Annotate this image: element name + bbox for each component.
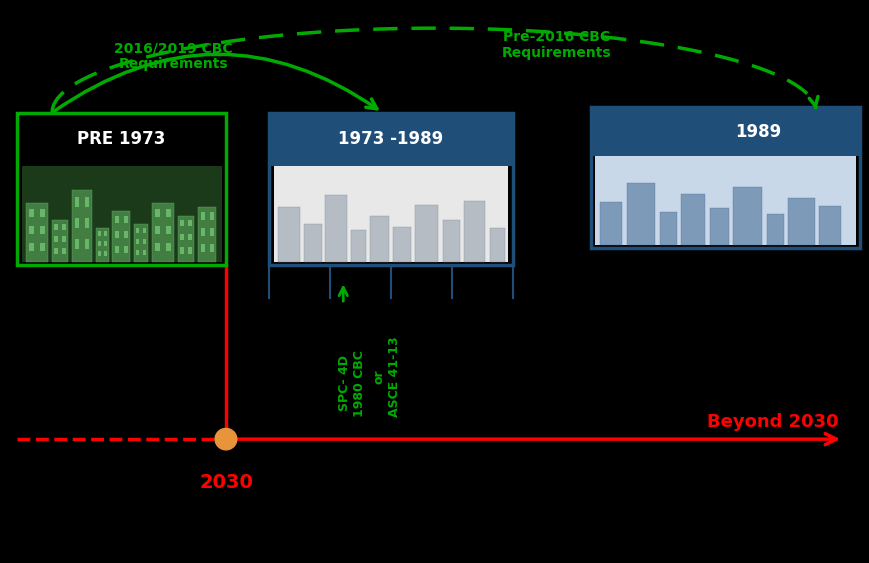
FancyBboxPatch shape	[75, 239, 79, 249]
FancyBboxPatch shape	[351, 230, 366, 262]
FancyBboxPatch shape	[136, 250, 139, 255]
FancyBboxPatch shape	[71, 190, 92, 262]
FancyBboxPatch shape	[63, 248, 66, 254]
FancyBboxPatch shape	[55, 248, 58, 254]
FancyBboxPatch shape	[98, 251, 101, 256]
FancyBboxPatch shape	[209, 244, 214, 252]
FancyBboxPatch shape	[627, 182, 655, 245]
FancyBboxPatch shape	[143, 239, 147, 244]
FancyBboxPatch shape	[819, 206, 841, 245]
FancyBboxPatch shape	[269, 113, 513, 166]
FancyBboxPatch shape	[166, 243, 171, 252]
FancyBboxPatch shape	[143, 227, 147, 233]
FancyBboxPatch shape	[96, 228, 109, 262]
FancyBboxPatch shape	[85, 197, 90, 207]
FancyBboxPatch shape	[189, 220, 192, 226]
FancyBboxPatch shape	[63, 224, 66, 230]
FancyBboxPatch shape	[209, 229, 214, 236]
FancyBboxPatch shape	[104, 241, 107, 246]
Text: 2016/2019 CBC
Requirements: 2016/2019 CBC Requirements	[115, 41, 233, 72]
FancyBboxPatch shape	[115, 246, 119, 253]
Ellipse shape	[216, 428, 236, 450]
FancyBboxPatch shape	[197, 207, 216, 262]
FancyBboxPatch shape	[181, 234, 184, 240]
FancyBboxPatch shape	[40, 226, 45, 234]
FancyBboxPatch shape	[325, 195, 347, 262]
FancyBboxPatch shape	[85, 239, 90, 249]
FancyBboxPatch shape	[26, 203, 48, 262]
FancyBboxPatch shape	[278, 207, 300, 262]
FancyBboxPatch shape	[55, 224, 58, 230]
FancyBboxPatch shape	[788, 198, 814, 245]
FancyBboxPatch shape	[30, 243, 34, 252]
FancyBboxPatch shape	[201, 212, 204, 220]
FancyBboxPatch shape	[304, 224, 322, 262]
FancyBboxPatch shape	[22, 163, 222, 262]
FancyBboxPatch shape	[143, 250, 147, 255]
FancyBboxPatch shape	[156, 243, 160, 252]
FancyBboxPatch shape	[442, 220, 460, 262]
FancyBboxPatch shape	[30, 226, 34, 234]
FancyBboxPatch shape	[201, 244, 204, 252]
FancyBboxPatch shape	[63, 236, 66, 242]
FancyArrowPatch shape	[55, 54, 377, 111]
FancyBboxPatch shape	[111, 211, 130, 262]
FancyBboxPatch shape	[600, 202, 622, 245]
FancyBboxPatch shape	[767, 214, 784, 245]
Text: SPC- 4D
1980 CBC: SPC- 4D 1980 CBC	[338, 350, 366, 417]
FancyBboxPatch shape	[733, 186, 762, 245]
FancyBboxPatch shape	[201, 229, 204, 236]
FancyBboxPatch shape	[75, 197, 79, 207]
FancyBboxPatch shape	[370, 216, 389, 262]
FancyBboxPatch shape	[123, 246, 128, 253]
FancyBboxPatch shape	[152, 203, 174, 262]
FancyBboxPatch shape	[415, 205, 438, 262]
Text: 2030: 2030	[199, 473, 253, 492]
FancyBboxPatch shape	[209, 212, 214, 220]
FancyBboxPatch shape	[166, 208, 171, 217]
FancyBboxPatch shape	[136, 239, 139, 244]
Text: Beyond 2030: Beyond 2030	[707, 413, 839, 431]
FancyBboxPatch shape	[394, 226, 411, 262]
FancyBboxPatch shape	[156, 208, 160, 217]
FancyBboxPatch shape	[98, 231, 101, 236]
FancyBboxPatch shape	[181, 220, 184, 226]
FancyBboxPatch shape	[189, 247, 192, 254]
Text: 1973 -1989: 1973 -1989	[338, 130, 444, 148]
FancyBboxPatch shape	[156, 226, 160, 234]
FancyBboxPatch shape	[40, 208, 45, 217]
FancyBboxPatch shape	[595, 153, 856, 245]
FancyBboxPatch shape	[104, 251, 107, 256]
FancyBboxPatch shape	[177, 216, 194, 262]
FancyBboxPatch shape	[17, 113, 226, 166]
FancyBboxPatch shape	[52, 220, 69, 262]
FancyBboxPatch shape	[30, 208, 34, 217]
FancyBboxPatch shape	[134, 224, 149, 262]
FancyBboxPatch shape	[464, 202, 486, 262]
FancyBboxPatch shape	[489, 228, 505, 262]
FancyBboxPatch shape	[710, 208, 729, 245]
FancyBboxPatch shape	[123, 216, 128, 224]
FancyBboxPatch shape	[85, 218, 90, 228]
FancyBboxPatch shape	[181, 247, 184, 254]
Text: or
ASCE 41-13: or ASCE 41-13	[373, 336, 401, 417]
Text: 1989: 1989	[735, 123, 781, 141]
FancyBboxPatch shape	[591, 107, 860, 156]
FancyBboxPatch shape	[104, 231, 107, 236]
FancyBboxPatch shape	[55, 236, 58, 242]
FancyBboxPatch shape	[136, 227, 139, 233]
Text: Pre-2016 CBC
Requirements: Pre-2016 CBC Requirements	[501, 30, 611, 60]
FancyBboxPatch shape	[98, 241, 101, 246]
FancyBboxPatch shape	[166, 226, 171, 234]
FancyBboxPatch shape	[40, 243, 45, 252]
FancyBboxPatch shape	[660, 212, 677, 245]
FancyBboxPatch shape	[189, 234, 192, 240]
FancyBboxPatch shape	[274, 163, 508, 262]
FancyBboxPatch shape	[681, 194, 706, 245]
FancyBboxPatch shape	[115, 231, 119, 238]
FancyBboxPatch shape	[75, 218, 79, 228]
Text: PRE 1973: PRE 1973	[77, 130, 166, 148]
FancyBboxPatch shape	[123, 231, 128, 238]
FancyBboxPatch shape	[115, 216, 119, 224]
